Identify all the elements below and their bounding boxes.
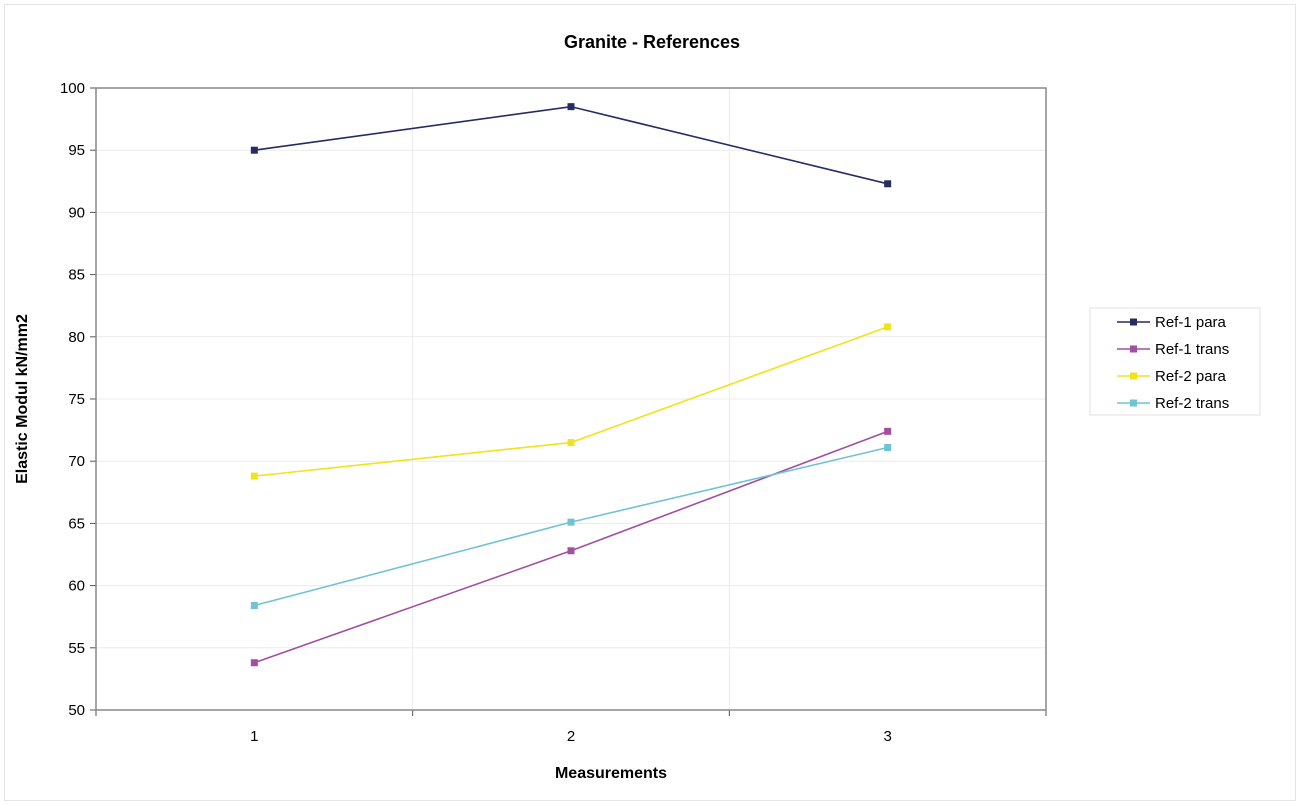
legend-item: Ref-1 trans	[1117, 341, 1229, 358]
series-ref-2-para	[250, 323, 892, 480]
y-tick-label: 100	[60, 80, 85, 97]
legend-label: Ref-2 trans	[1155, 395, 1229, 412]
legend-marker	[1130, 372, 1137, 380]
series-ref-1-trans	[250, 427, 892, 667]
legend-marker	[1130, 399, 1137, 407]
data-point	[567, 547, 575, 555]
legend-item: Ref-2 para	[1117, 368, 1227, 385]
series-ref-1-para	[250, 103, 892, 188]
data-point	[567, 518, 575, 526]
legend-box	[1089, 307, 1261, 416]
data-point	[250, 472, 258, 480]
y-tick-label: 90	[68, 204, 85, 221]
legend-label: Ref-1 trans	[1155, 341, 1229, 358]
data-point	[884, 427, 892, 435]
y-tick-label: 75	[68, 391, 85, 408]
plot-border	[95, 87, 1047, 711]
legend-marker	[1130, 318, 1137, 326]
y-tick-label: 95	[68, 142, 85, 159]
data-point	[250, 146, 258, 154]
y-tick-label: 50	[68, 702, 85, 719]
x-tick-label: 2	[567, 728, 575, 745]
chart-frame	[4, 4, 1296, 801]
y-tick-label: 85	[68, 267, 85, 284]
data-point	[567, 103, 575, 111]
series-ref-2-trans	[250, 444, 892, 610]
y-tick-label: 55	[68, 640, 85, 657]
y-tick-label: 70	[68, 453, 85, 470]
x-axis-label: Measurements	[555, 765, 667, 782]
y-axis-label: Elastic Modul kN/mm2	[14, 314, 31, 484]
data-point	[884, 323, 892, 331]
legend-marker	[1130, 345, 1137, 353]
y-tick-label: 60	[68, 578, 85, 595]
y-tick-label: 65	[68, 515, 85, 532]
data-point	[250, 602, 258, 610]
x-tick-label: 3	[883, 728, 891, 745]
legend-label: Ref-2 para	[1155, 368, 1227, 385]
y-tick-label: 80	[68, 329, 85, 346]
data-point	[884, 444, 892, 452]
legend-item: Ref-2 trans	[1117, 395, 1229, 412]
legend-item: Ref-1 para	[1117, 314, 1227, 331]
data-point	[567, 439, 575, 447]
data-point	[250, 659, 258, 667]
data-point	[884, 180, 892, 188]
chart-title: Granite - References	[564, 32, 740, 52]
legend-label: Ref-1 para	[1155, 314, 1227, 331]
x-tick-label: 1	[250, 728, 258, 745]
